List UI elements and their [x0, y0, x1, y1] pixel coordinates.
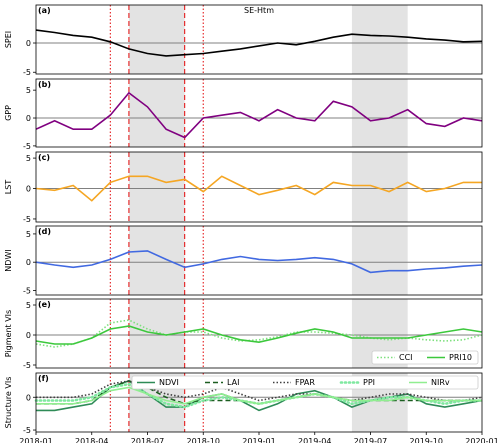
y-tick-label: 0 [26, 114, 31, 123]
series-line [35, 91, 483, 139]
y-tick-label: 0 [26, 39, 31, 48]
plot-frame [35, 298, 483, 369]
y-tick-label: 5 [26, 154, 31, 163]
y-tick-label: 0 [26, 185, 31, 194]
plot-frame [35, 151, 483, 223]
x-tick-label: 2019-07 [354, 437, 387, 443]
x-tick-label: 2019-04 [298, 437, 331, 443]
shaded-period [128, 152, 185, 222]
legend-label: LAI [227, 378, 239, 387]
shaded-period [128, 79, 185, 147]
panel-label: (c) [38, 153, 50, 162]
legend-label: FPAR [295, 378, 315, 387]
shaded-period [128, 226, 185, 295]
shaded-period [128, 5, 185, 74]
legend-box [131, 375, 479, 390]
series-line [35, 250, 483, 274]
series-line [35, 175, 482, 202]
y-tick-label: -5 [23, 142, 31, 151]
x-tick-label: 2018-01 [19, 437, 52, 443]
y-tick-label: 0 [26, 258, 31, 267]
shaded-period [351, 226, 408, 295]
legend-label: PPI [363, 378, 375, 387]
y-tick-label: -5 [23, 215, 31, 224]
x-tick-label: 2018-10 [187, 437, 220, 443]
y-axis-label: NDWI [4, 249, 13, 271]
y-tick-label: -5 [23, 426, 31, 435]
y-axis-label: Pigment VIs [4, 310, 13, 357]
plot-frame [35, 225, 483, 296]
y-tick-label: 0 [26, 393, 31, 402]
y-tick-label: 5 [26, 86, 31, 95]
y-tick-label: -5 [23, 286, 31, 295]
legend-label: NIRv [431, 378, 450, 387]
panel-label: (b) [38, 80, 51, 89]
y-axis-label: SPEI [4, 31, 13, 48]
x-tick-label: 2019-10 [410, 437, 443, 443]
x-tick-label: 2018-04 [75, 437, 108, 443]
series-line [35, 29, 483, 57]
y-axis-label: LST [4, 180, 13, 195]
legend-label: NDVI [159, 378, 179, 387]
y-tick-label: 5 [26, 301, 31, 310]
chart-title: SE-Htm [244, 6, 274, 15]
x-tick-label: 2019-01 [242, 437, 275, 443]
panel-label: (a) [38, 6, 51, 15]
y-tick-label: -5 [23, 361, 31, 370]
y-tick-label: 5 [26, 230, 31, 239]
panel-label: (f) [38, 374, 49, 383]
plot-frame [35, 4, 483, 75]
y-axis-label: GPP [4, 105, 13, 121]
panel-label: (e) [38, 300, 51, 309]
y-tick-label: -5 [23, 68, 31, 77]
legend-box [371, 350, 479, 365]
series-line [36, 386, 482, 405]
legend-label: PRI10 [449, 353, 472, 362]
series-line [36, 380, 483, 402]
shaded-period [351, 5, 408, 74]
x-tick-label: 2020-01 [465, 437, 498, 443]
panel-label: (d) [38, 227, 51, 236]
x-tick-label: 2018-07 [131, 437, 164, 443]
legend-label: CCI [399, 353, 413, 362]
y-tick-label: 0 [26, 331, 31, 340]
series-line [35, 319, 483, 348]
y-axis-label: Structure VIs [4, 377, 13, 429]
plot-frame [35, 78, 483, 148]
series-line [35, 325, 483, 345]
